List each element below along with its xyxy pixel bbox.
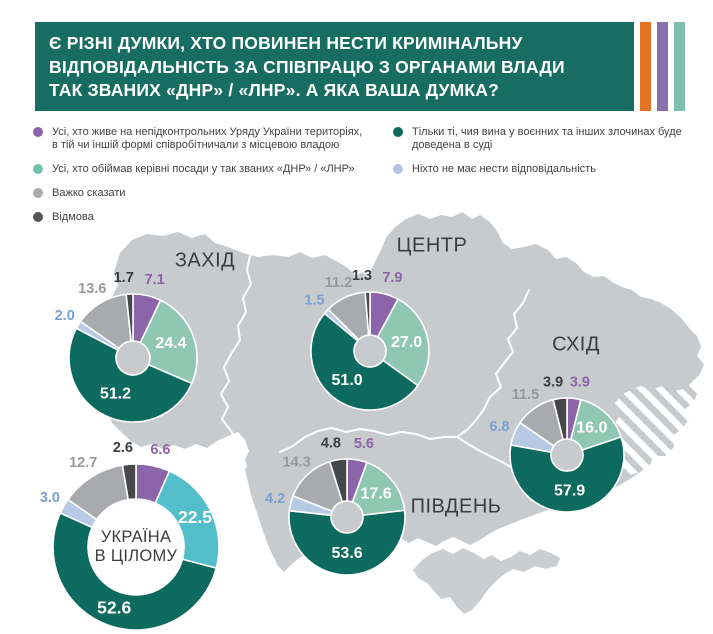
pie-slice-officials: [351, 461, 406, 516]
pie-value-label-court_proven: 51.0: [332, 372, 363, 389]
legend-dot-hard_to_say: [33, 188, 43, 198]
pie-value-label-refusal: 3.9: [543, 374, 563, 390]
donut-charts-layer: 7.124.451.22.013.61.7 7.927.051.01.511.2 1…: [40, 268, 625, 631]
pie-value-label-collaborators: 5.6: [354, 436, 374, 452]
legend-dot-refusal: [33, 212, 43, 222]
region-label-center: ЦЕНТР: [396, 234, 468, 257]
pie-value-label-refusal: 2.6: [113, 440, 133, 456]
pie-value-label-refusal: 1.3: [352, 268, 372, 284]
legend-item-refusal: Відмова: [33, 211, 373, 224]
legend-dot-court_proven: [393, 127, 403, 137]
legend-label-nobody: Ніхто не має нести відповідальність: [412, 163, 596, 175]
region-label-south: ПІВДЕНЬ: [410, 495, 502, 518]
pie-value-label-court_proven: 51.2: [100, 386, 131, 403]
legend-item-collaborators: Усі, хто живе на непідконтрольних Уряду …: [33, 126, 373, 152]
pie-value-label-collaborators: 7.1: [145, 272, 165, 288]
donut-chart-south: 5.6 17.6 53.6 4.2 14.3 4.8: [265, 436, 406, 576]
legend-dot-nobody: [393, 164, 403, 174]
header-accent-bar-2: [657, 22, 668, 111]
pie-value-label-officials: 24.4: [155, 335, 186, 352]
pie-slice-court_proven: [310, 312, 419, 411]
header-accent-bar-1: [640, 22, 651, 111]
pie-value-label-hard_to_say: 14.3: [282, 455, 310, 471]
pie-slice-refusal: [552, 397, 568, 441]
pie-value-label-officials: 16.0: [576, 419, 607, 436]
pie-value-label-collaborators: 7.9: [382, 270, 402, 286]
border-west-center: [220, 255, 252, 468]
pie-value-label-court_proven: 53.6: [332, 545, 363, 562]
pie-value-label-refusal: 4.8: [321, 436, 341, 452]
crimea-shape: [413, 548, 560, 614]
legend-item-hard_to_say: Важко сказати: [33, 187, 373, 200]
border-center-south: [279, 427, 538, 485]
region-label-west: ЗАХІД: [174, 249, 236, 272]
legend-label-officials: Усі, хто обіймав керівні посади у так зв…: [52, 163, 355, 175]
legend-item-officials: Усі, хто обіймав керівні посади у так зв…: [33, 163, 373, 176]
pie-value-label-officials: 17.6: [361, 485, 392, 502]
legend-item-court_proven: Тільки ті, чия вина у воєнних та інших з…: [393, 126, 703, 152]
pie-slice-refusal: [121, 463, 137, 501]
legend-item-nobody: Ніхто не має нести відповідальність: [393, 163, 703, 176]
donut-chart-center: 7.9 27.0 51.0 1.511.2 1.3: [304, 268, 430, 411]
pie-value-label-hard_to_say: 13.6: [78, 281, 106, 297]
donut-chart-ukraine_total: 6.6 22.5 52.6 3.0 12.7 2.6: [40, 440, 220, 631]
pie-slice-refusal: [364, 291, 371, 336]
border-center-east: [456, 289, 530, 438]
pie-value-label-nobody: 2.0: [55, 308, 75, 324]
pie-value-label-nobody: 3.0: [40, 490, 60, 506]
legend-dot-officials: [33, 164, 43, 174]
header-accent-bars: [640, 22, 685, 111]
donut-chart-west: 7.1 24.4 51.2 2.013.6 1.7: [55, 270, 198, 423]
legend-left-column: Усі, хто живе на непідконтрольних Уряду …: [33, 126, 373, 224]
header-accent-bar-3: [674, 22, 685, 111]
pie-value-label-nobody: 6.8: [489, 419, 509, 435]
pie-slice-court_proven: [509, 436, 625, 513]
legend-right-column: Тільки ті, чия вина у воєнних та інших з…: [393, 126, 703, 176]
pie-value-label-hard_to_say: 11.5: [512, 387, 539, 403]
pie-slice-refusal: [328, 458, 348, 503]
pie-value-label-court_proven: 52.6: [97, 597, 131, 617]
region-label-east: СХІД: [552, 333, 600, 356]
pie-slice-court_proven: [288, 509, 406, 576]
legend-dot-collaborators: [33, 127, 43, 137]
legend-label-hard_to_say: Важко сказати: [52, 187, 126, 199]
pie-value-label-court_proven: 57.9: [554, 483, 585, 500]
occupied-area-hatch: [613, 382, 698, 475]
legend-label-collaborators: Усі, хто живе на непідконтрольних Уряду …: [52, 126, 363, 151]
pie-value-label-collaborators: 6.6: [150, 442, 170, 458]
legend-label-court_proven: Тільки ті, чия вина у воєнних та інших з…: [412, 126, 682, 151]
pie-slice-court_proven: [52, 512, 218, 631]
pie-value-label-refusal: 1.7: [114, 270, 134, 286]
pie-slice-officials: [139, 299, 198, 385]
pie-slice-court_proven: [68, 327, 193, 423]
pie-slice-officials: [376, 298, 430, 387]
pie-value-label-nobody: 4.2: [265, 491, 285, 507]
pie-value-label-hard_to_say: 12.7: [69, 455, 97, 471]
header-title: Є РІЗНІ ДУМКИ, ХТО ПОВИНЕН НЕСТИ КРИМІНА…: [35, 22, 634, 111]
legend-label-refusal: Відмова: [52, 211, 94, 223]
pie-slice-refusal: [125, 293, 134, 342]
pie-slice-officials: [570, 398, 622, 451]
pie-value-label-nobody: 1.5: [304, 292, 324, 308]
donut-chart-east: 3.916.057.96.811.53.9: [489, 374, 625, 513]
pie-value-label-officials: 22.5: [178, 507, 212, 527]
pie-value-label-officials: 27.0: [391, 334, 422, 351]
chart-center-label-ukraine_total: УКРАЇНА В ЦІЛОМУ: [94, 528, 178, 565]
pie-value-label-collaborators: 3.9: [570, 374, 590, 390]
pie-value-label-hard_to_say: 11.2: [325, 275, 352, 291]
